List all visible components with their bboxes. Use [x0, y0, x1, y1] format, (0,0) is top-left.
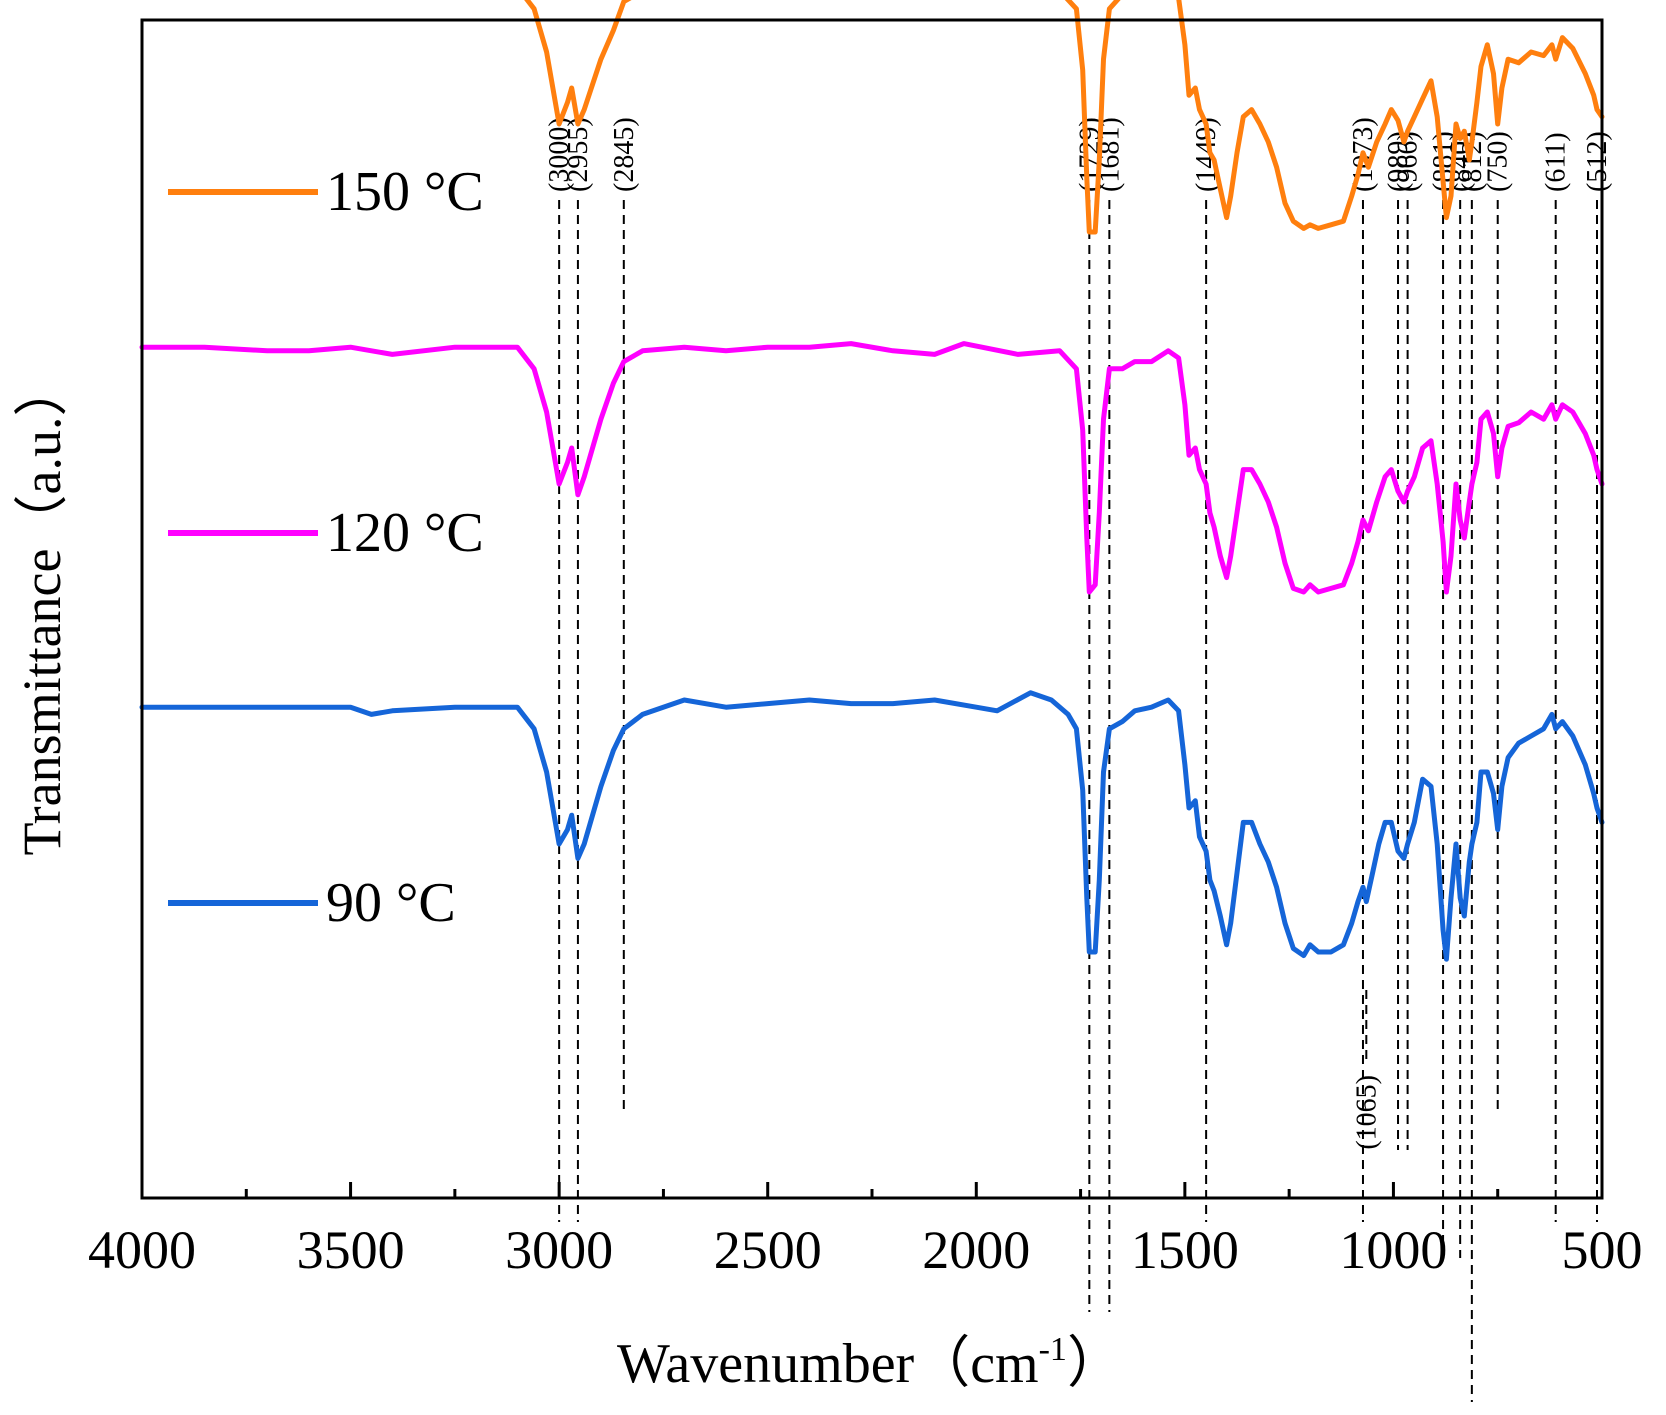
x-tick-label-500: 500 [1562, 1220, 1643, 1280]
legend-label-120: 120 °C [326, 502, 484, 564]
series-line-120 [139, 341, 1605, 595]
series-line-90 [139, 690, 1605, 962]
peak-label-966: (966) [1393, 131, 1424, 192]
x-tick-label-2500: 2500 [714, 1220, 822, 1280]
x-tick-label-4000: 4000 [88, 1220, 196, 1280]
series-line-150 [524, 0, 1605, 235]
series-layer [139, 0, 1605, 962]
x-axis-label: Wavenumber（cm-1） [617, 1331, 1123, 1395]
legend: 150 °C 120 °C 90 °C [168, 161, 484, 934]
peak-label-2845: (2845) [609, 117, 640, 192]
peak-label-512: (512) [1582, 131, 1613, 192]
legend-label-150: 150 °C [326, 161, 484, 223]
legend-label-90: 90 °C [326, 872, 456, 934]
peak-label-1065: (1065) [1351, 1075, 1382, 1150]
x-tick-label-2000: 2000 [922, 1220, 1030, 1280]
y-axis-label: Transmittance（a.u.） [12, 363, 72, 856]
x-tick-label-3500: 3500 [297, 1220, 405, 1280]
peak-label-989: (989) [1383, 131, 1414, 192]
peak-label-750: (750) [1483, 131, 1514, 192]
peak-label-3000: (3000) [544, 117, 575, 192]
peak-label-2955: (2955) [563, 117, 594, 192]
x-axis: 4000 3500 3000 2500 2000 1500 1000 500 [88, 1182, 1643, 1280]
x-tick-label-3000: 3000 [505, 1220, 613, 1280]
x-tick-label-1500: 1500 [1131, 1220, 1239, 1280]
peak-label-611: (611) [1541, 132, 1572, 192]
x-tick-label-1000: 1000 [1339, 1220, 1447, 1280]
